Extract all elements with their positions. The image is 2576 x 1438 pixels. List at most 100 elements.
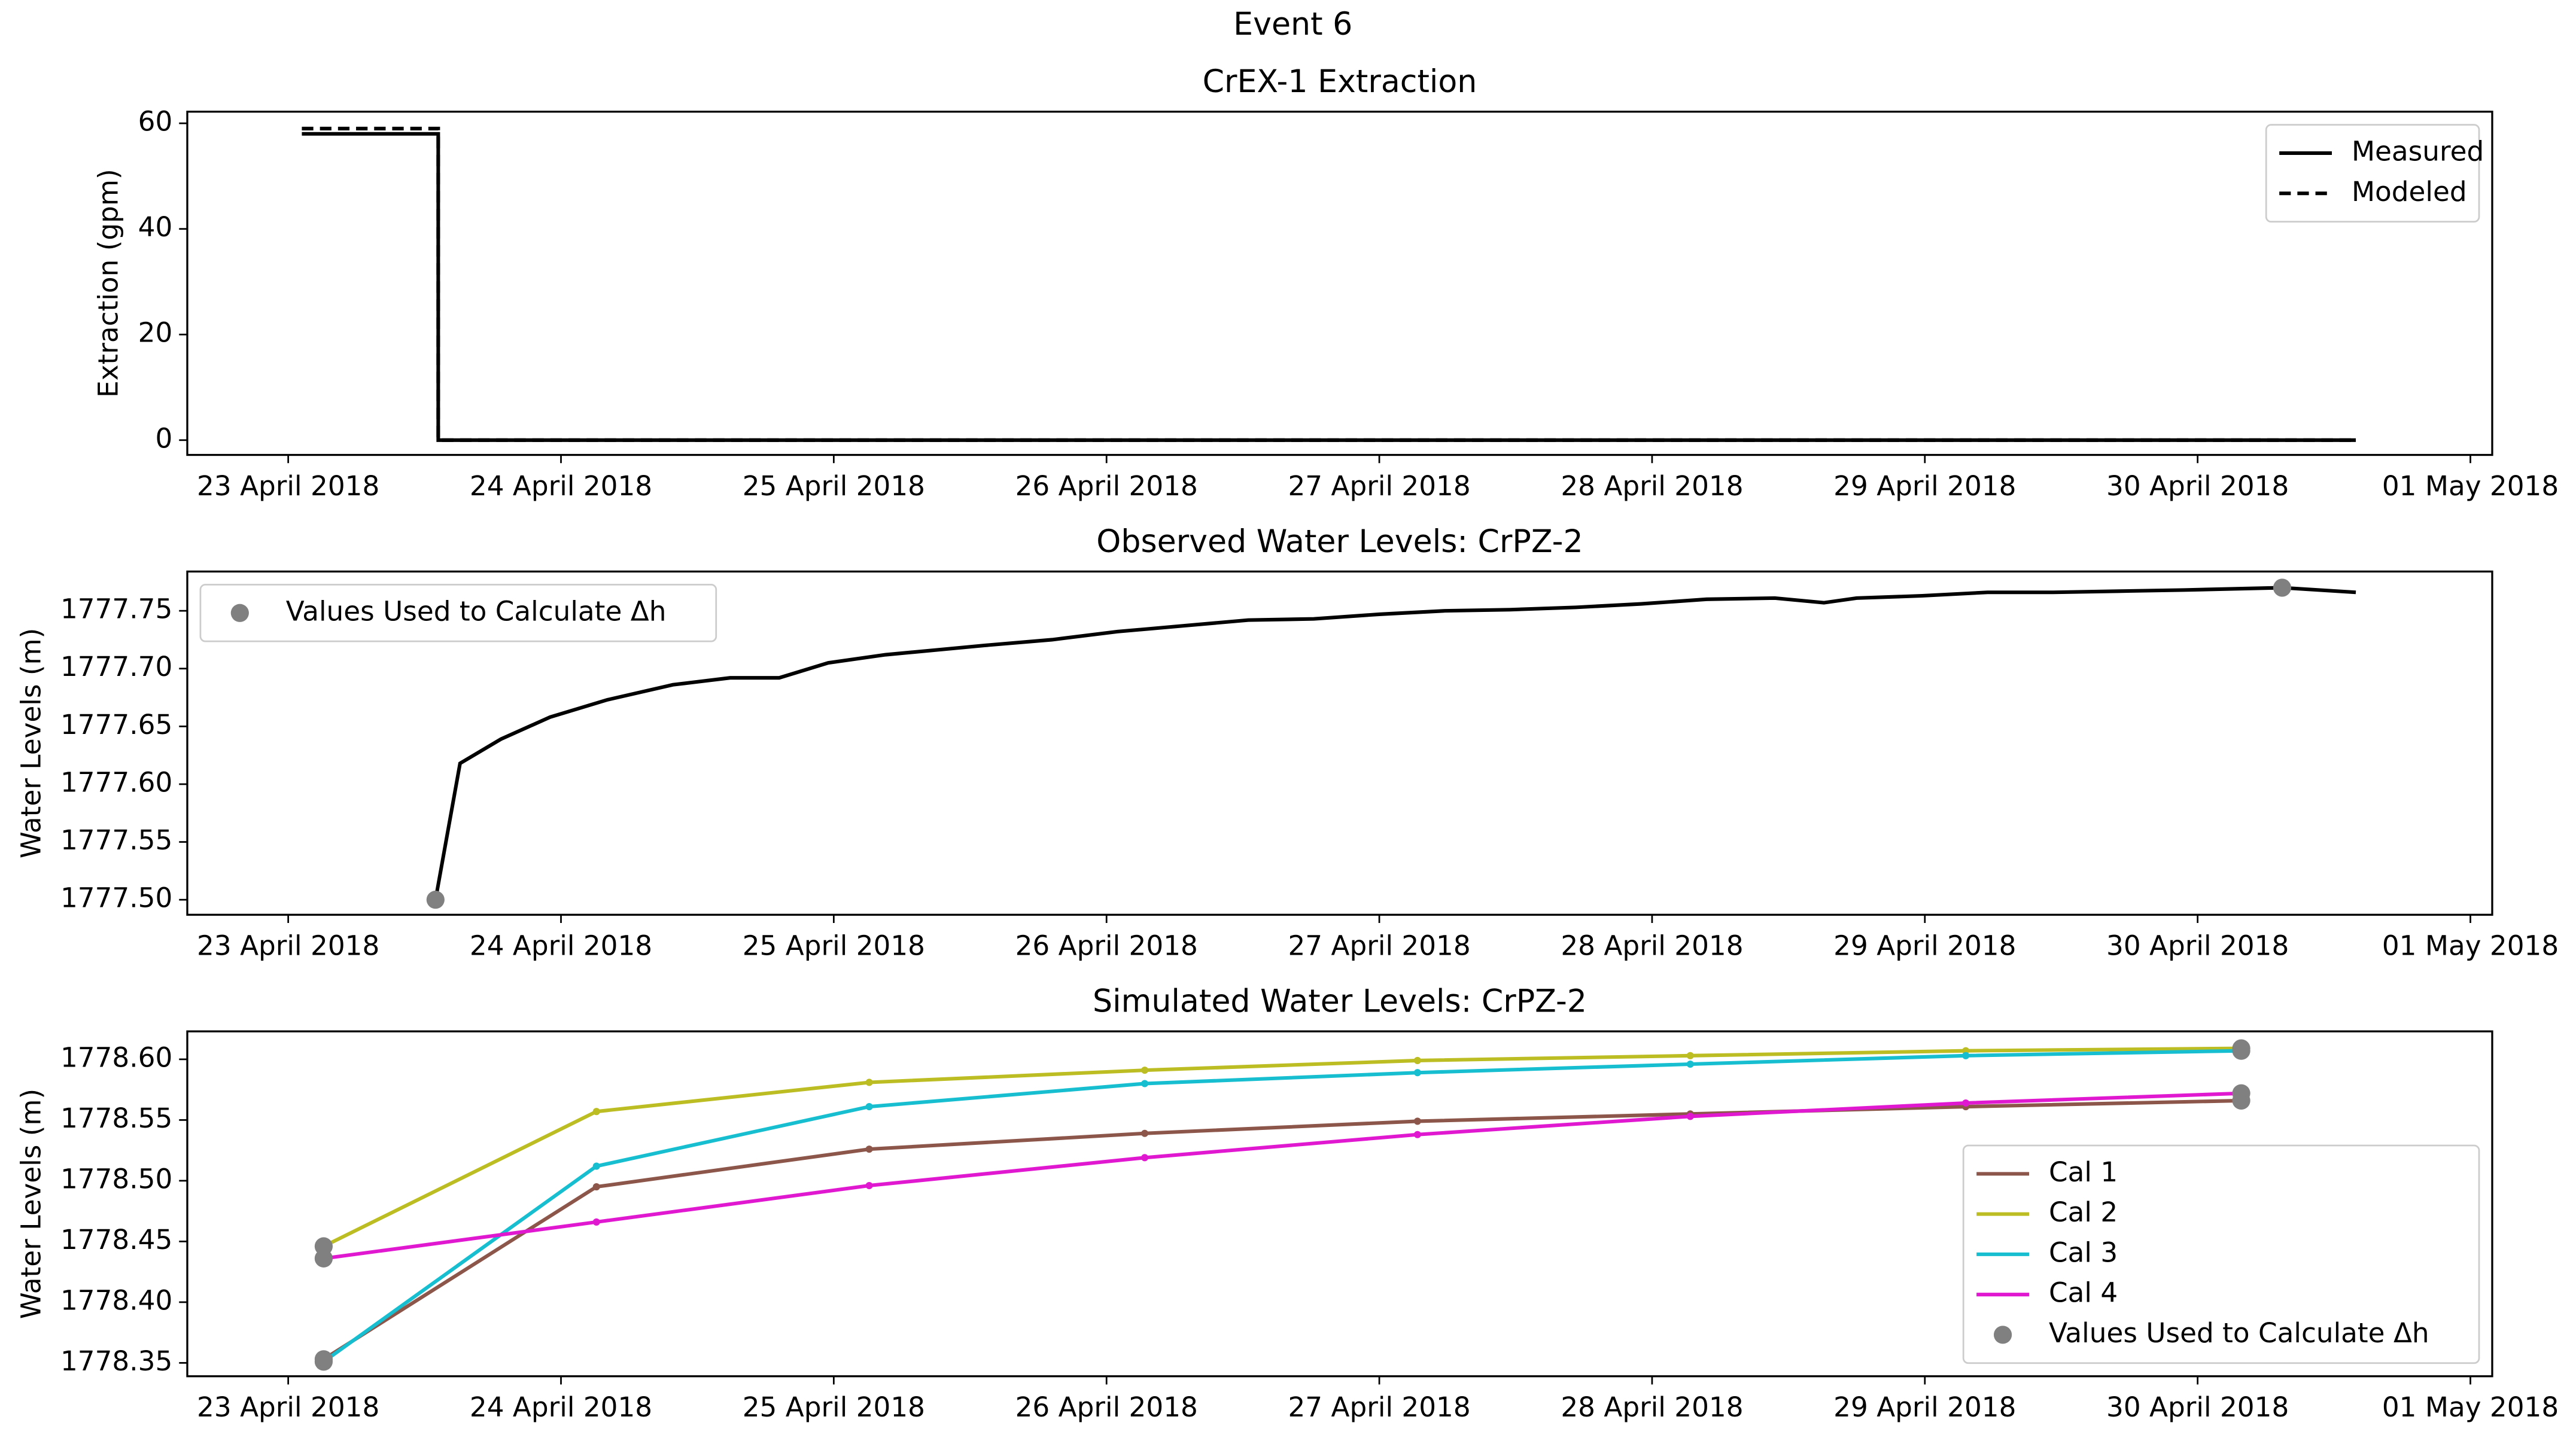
point-marker bbox=[1141, 1080, 1149, 1087]
legend-marker bbox=[230, 604, 249, 622]
point-marker bbox=[1686, 1052, 1694, 1059]
legend-label: Cal 1 bbox=[2049, 1156, 2118, 1188]
y-axis-label: Water Levels (m) bbox=[15, 1089, 47, 1319]
subplot: Observed Water Levels: CrPZ-2 Water Level… bbox=[15, 524, 2559, 962]
point-marker bbox=[865, 1078, 873, 1086]
subplot-title: Simulated Water Levels: CrPZ-2 bbox=[1093, 984, 1587, 1020]
point-marker bbox=[592, 1162, 600, 1170]
point-marker bbox=[865, 1145, 873, 1153]
point-marker bbox=[592, 1108, 600, 1116]
plot-area bbox=[302, 126, 2356, 442]
legend-box bbox=[2265, 124, 2480, 223]
x-tick-label: 28 April 2018 bbox=[1561, 1391, 1743, 1423]
scatter-point bbox=[314, 1352, 333, 1371]
y-tick-label: 1777.60 bbox=[60, 766, 172, 798]
y-tick-label: 1778.50 bbox=[60, 1163, 172, 1195]
data-line bbox=[323, 1098, 2242, 1361]
x-tick-label: 26 April 2018 bbox=[1015, 1391, 1198, 1423]
data-line bbox=[323, 1049, 2242, 1363]
y-tick-label: 1778.55 bbox=[60, 1102, 172, 1134]
y-axis-label: Extraction (gpm) bbox=[92, 169, 124, 398]
point-marker bbox=[592, 1218, 600, 1226]
scatter-point bbox=[426, 891, 445, 909]
y-tick-label: 1777.55 bbox=[60, 824, 172, 856]
point-marker bbox=[865, 1181, 873, 1190]
x-tick-label: 27 April 2018 bbox=[1288, 470, 1470, 502]
data-line bbox=[323, 1046, 2242, 1248]
y-axis-label: Water Levels (m) bbox=[15, 628, 47, 858]
legend-label: Values Used to Calculate Δh bbox=[2049, 1317, 2429, 1349]
point-marker bbox=[1413, 1117, 1421, 1125]
legend-marker bbox=[1993, 1326, 2012, 1344]
x-tick-label: 29 April 2018 bbox=[1833, 470, 2016, 502]
x-tick-label: 27 April 2018 bbox=[1288, 1391, 1470, 1423]
y-tick-label: 1778.45 bbox=[60, 1224, 172, 1256]
x-tick-label: 01 May 2018 bbox=[2382, 930, 2559, 962]
y-tick-label: 0 bbox=[155, 422, 172, 454]
point-marker bbox=[1141, 1129, 1149, 1137]
point-marker bbox=[1141, 1067, 1149, 1074]
scatter-point bbox=[2232, 1041, 2250, 1060]
data-line bbox=[323, 1091, 2242, 1260]
legend-label: Modeled bbox=[2352, 176, 2467, 208]
y-tick-label: 1778.35 bbox=[60, 1345, 172, 1377]
subplot-title: Observed Water Levels: CrPZ-2 bbox=[1096, 524, 1583, 560]
y-tick-label: 20 bbox=[138, 317, 173, 349]
point-marker bbox=[865, 1103, 873, 1111]
x-tick-label: 25 April 2018 bbox=[743, 1391, 925, 1423]
legend-label: Values Used to Calculate Δh bbox=[286, 595, 667, 627]
data-line bbox=[433, 586, 2356, 900]
y-tick-label: 1777.70 bbox=[60, 651, 172, 683]
x-tick-label: 23 April 2018 bbox=[197, 470, 379, 502]
legend-label: Measured bbox=[2352, 136, 2484, 167]
x-tick-label: 30 April 2018 bbox=[2106, 930, 2289, 962]
x-tick-label: 29 April 2018 bbox=[1833, 1391, 2016, 1423]
scatter-point bbox=[2273, 578, 2292, 597]
axes-frame bbox=[186, 1030, 2493, 1378]
subplot: Simulated Water Levels: CrPZ-2 Water Leve… bbox=[15, 984, 2559, 1424]
legend-label: Cal 3 bbox=[2049, 1236, 2118, 1268]
legend-label: Cal 4 bbox=[2049, 1277, 2118, 1309]
axes-frame bbox=[186, 111, 2493, 456]
x-tick-label: 23 April 2018 bbox=[197, 1391, 379, 1423]
scatter-point bbox=[2232, 1084, 2250, 1102]
point-marker bbox=[1962, 1099, 1970, 1107]
x-tick-label: 28 April 2018 bbox=[1561, 470, 1743, 502]
x-tick-label: 28 April 2018 bbox=[1561, 930, 1743, 962]
plot-area bbox=[320, 1044, 2245, 1366]
y-tick-label: 1778.40 bbox=[60, 1284, 172, 1316]
x-tick-label: 23 April 2018 bbox=[197, 930, 379, 962]
figure-title: Event 6 bbox=[1233, 7, 1352, 42]
x-tick-label: 30 April 2018 bbox=[2106, 1391, 2289, 1423]
x-tick-label: 26 April 2018 bbox=[1015, 470, 1198, 502]
x-tick-label: 24 April 2018 bbox=[470, 470, 652, 502]
point-marker bbox=[1962, 1052, 1970, 1059]
point-marker bbox=[592, 1183, 600, 1191]
subplot: CrEX-1 Extraction Extraction (gpm) 23 Apri… bbox=[92, 64, 2559, 502]
subplot-title: CrEX-1 Extraction bbox=[1203, 64, 1477, 100]
point-marker bbox=[1686, 1060, 1694, 1068]
x-tick-label: 30 April 2018 bbox=[2106, 470, 2289, 502]
scatter-point bbox=[314, 1249, 333, 1268]
point-marker bbox=[1413, 1056, 1421, 1064]
x-tick-label: 25 April 2018 bbox=[743, 470, 925, 502]
legend-box bbox=[199, 584, 717, 642]
x-tick-label: 01 May 2018 bbox=[2382, 1391, 2559, 1423]
x-tick-label: 24 April 2018 bbox=[470, 930, 652, 962]
x-tick-label: 29 April 2018 bbox=[1833, 930, 2016, 962]
x-tick-label: 25 April 2018 bbox=[743, 930, 925, 962]
point-marker bbox=[1686, 1113, 1694, 1120]
x-tick-label: 24 April 2018 bbox=[470, 1391, 652, 1423]
y-tick-label: 1778.60 bbox=[60, 1041, 172, 1073]
y-tick-label: 1777.50 bbox=[60, 882, 172, 914]
plot-area bbox=[433, 586, 2356, 900]
y-tick-label: 1777.65 bbox=[60, 709, 172, 741]
point-marker bbox=[1141, 1154, 1149, 1162]
axes-frame bbox=[186, 570, 2493, 916]
data-line bbox=[302, 126, 2356, 442]
point-marker bbox=[1413, 1131, 1421, 1138]
legend-label: Cal 2 bbox=[2049, 1196, 2118, 1228]
legend-box bbox=[1962, 1144, 2480, 1364]
